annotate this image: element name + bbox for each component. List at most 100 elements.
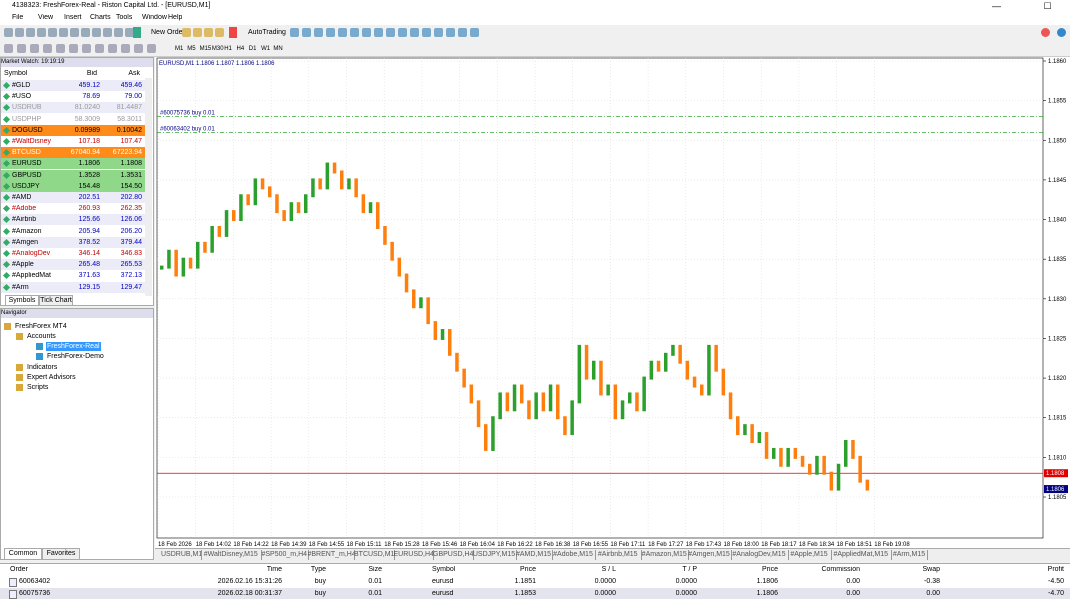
menu-item[interactable]: Window (142, 14, 167, 21)
quote-row[interactable]: EURUSD 1.1806 1.1808 (1, 158, 145, 170)
toolbar-button[interactable] (422, 28, 431, 37)
chart-tab[interactable]: #Apple,M15 (788, 550, 832, 560)
toolbar-button[interactable] (70, 28, 79, 37)
timeframe-button[interactable]: H1 (224, 46, 232, 52)
tree-item[interactable]: FreshForex-Real (46, 342, 101, 351)
tree-item[interactable]: Expert Advisors (27, 374, 76, 381)
panel-tab[interactable]: Tick Chart (39, 295, 73, 305)
new-order-button[interactable]: New Order (133, 27, 185, 38)
toolbar-button[interactable] (193, 28, 202, 37)
menu-item[interactable]: Insert (64, 14, 82, 21)
quote-row[interactable]: #Arm 129.15 129.47 (1, 281, 145, 293)
chart-tab[interactable]: #AppliedMat,M15 (831, 550, 892, 560)
quote-row[interactable]: USDJPY 154.48 154.50 (1, 180, 145, 192)
toolbar-button[interactable] (26, 28, 35, 37)
toolbar-button[interactable] (15, 28, 24, 37)
menu-item[interactable]: Tools (116, 14, 133, 21)
tool-button[interactable] (134, 44, 143, 53)
quote-row[interactable]: #Adobe 260.93 262.35 (1, 203, 145, 215)
toolbar-button[interactable] (302, 28, 311, 37)
quote-row[interactable]: BTCUSD 67040.94 67223.94 (1, 147, 145, 159)
panel-tab[interactable]: Common (4, 548, 42, 559)
chart-tab[interactable]: #SP500_m,H4 (261, 550, 309, 560)
chart-tab[interactable]: #AnalogDev,M15 (731, 550, 789, 560)
tool-button[interactable] (69, 44, 78, 53)
quote-row[interactable]: #Airbnb 125.66 126.06 (1, 214, 145, 226)
timeframe-button[interactable]: M30 (211, 46, 224, 52)
toolbar-button[interactable] (446, 28, 455, 37)
menu-item[interactable]: Charts (90, 14, 111, 21)
tool-button[interactable] (121, 44, 130, 53)
help-icon[interactable] (1057, 28, 1066, 37)
chart-tab[interactable]: #BRENT_m,H4 (307, 550, 355, 560)
tree-item[interactable]: Accounts (27, 333, 56, 340)
tool-button[interactable] (147, 44, 156, 53)
toolbar-button[interactable] (204, 28, 213, 37)
toolbar-button[interactable] (458, 28, 467, 37)
chart-tab[interactable]: EURUSD,H4 (393, 550, 434, 560)
timeframe-button[interactable]: M1 (175, 46, 184, 52)
timeframe-button[interactable]: MN (273, 46, 283, 52)
tree-item[interactable]: FreshForex-Demo (47, 353, 104, 360)
tool-button[interactable] (30, 44, 39, 53)
timeframe-button[interactable]: M5 (187, 46, 196, 52)
tool-button[interactable] (82, 44, 91, 53)
chart-tab[interactable]: BTCUSD,M1 (354, 550, 395, 560)
toolbar-button[interactable] (114, 28, 123, 37)
panel-tab[interactable]: Symbols (5, 295, 39, 305)
quote-row[interactable]: #AppliedMat 371.63 372.13 (1, 270, 145, 282)
menu-item[interactable]: File (12, 14, 24, 21)
toolbar-button[interactable] (48, 28, 57, 37)
toolbar-button[interactable] (37, 28, 46, 37)
quote-row[interactable]: GBPUSD 1.3528 1.3531 (1, 169, 145, 181)
timeframe-button[interactable]: H4 (236, 46, 245, 52)
chart-tab[interactable]: #Amgen,M15 (688, 550, 732, 560)
quote-row[interactable]: #AMD 202.51 202.80 (1, 192, 145, 203)
menu-item[interactable]: Help (168, 14, 183, 21)
chart-tab[interactable]: GBPUSD,H4 (433, 550, 474, 560)
tool-button[interactable] (56, 44, 65, 53)
toolbar-button[interactable] (59, 28, 68, 37)
chart-tab[interactable]: #AMD,M15 (515, 550, 553, 560)
toolbar-button[interactable] (215, 28, 224, 37)
chart-tab[interactable]: #Amazon,M15 (641, 550, 689, 560)
toolbar-button[interactable] (182, 28, 191, 37)
timeframe-button[interactable]: D1 (248, 46, 257, 52)
tool-button[interactable] (95, 44, 104, 53)
toolbar-button[interactable] (81, 28, 90, 37)
timeframe-button[interactable]: M15 (199, 46, 212, 52)
toolbar-button[interactable] (386, 28, 395, 37)
chart-tab[interactable]: #Airbnb,M15 (595, 550, 642, 560)
autotrading-button[interactable]: AutoTrading (229, 27, 286, 38)
tool-button[interactable] (43, 44, 52, 53)
quote-row[interactable]: #Apple 265.48 265.53 (1, 259, 145, 271)
order-row[interactable]: 60063402 2026.02.16 15:31:26 buy 0.01 eurusd… (0, 576, 1070, 587)
panel-tab[interactable]: Favorites (42, 548, 80, 559)
timeframe-button[interactable]: W1 (261, 46, 271, 52)
toolbar-button[interactable] (326, 28, 335, 37)
quote-row[interactable]: DOGUSD 0.09989 0.10042 (1, 124, 145, 136)
toolbar-button[interactable] (350, 28, 359, 37)
quote-row[interactable]: USDPHP 58.3009 58.3011 (1, 113, 145, 125)
toolbar-button[interactable] (410, 28, 419, 37)
order-row[interactable]: 60075736 2026.02.18 00:31:37 buy 0.01 eurusd… (0, 588, 1070, 599)
toolbar-button[interactable] (290, 28, 299, 37)
toolbar-button[interactable] (362, 28, 371, 37)
search-icon[interactable] (1041, 28, 1050, 37)
quote-row[interactable]: #GLD 459.12 459.46 (1, 80, 145, 91)
toolbar-button[interactable] (125, 28, 134, 37)
tool-button[interactable] (108, 44, 117, 53)
toolbar-button[interactable] (4, 28, 13, 37)
quote-row[interactable]: #USO 78.69 79.00 (1, 91, 145, 103)
tool-button[interactable] (17, 44, 26, 53)
tree-item[interactable]: Indicators (27, 364, 58, 371)
toolbar-button[interactable] (92, 28, 101, 37)
toolbar-button[interactable] (374, 28, 383, 37)
toolbar-button[interactable] (338, 28, 347, 37)
quote-row[interactable]: #Amgen 378.52 379.44 (1, 236, 145, 248)
chart-tab[interactable]: #Arm,M15 (891, 550, 928, 560)
toolbar-button[interactable] (103, 28, 112, 37)
quote-row[interactable]: #WaltDisney 107.18 107.47 (1, 136, 145, 147)
chart-tab[interactable]: #WaltDisney,M15 (201, 550, 262, 560)
toolbar-button[interactable] (434, 28, 443, 37)
